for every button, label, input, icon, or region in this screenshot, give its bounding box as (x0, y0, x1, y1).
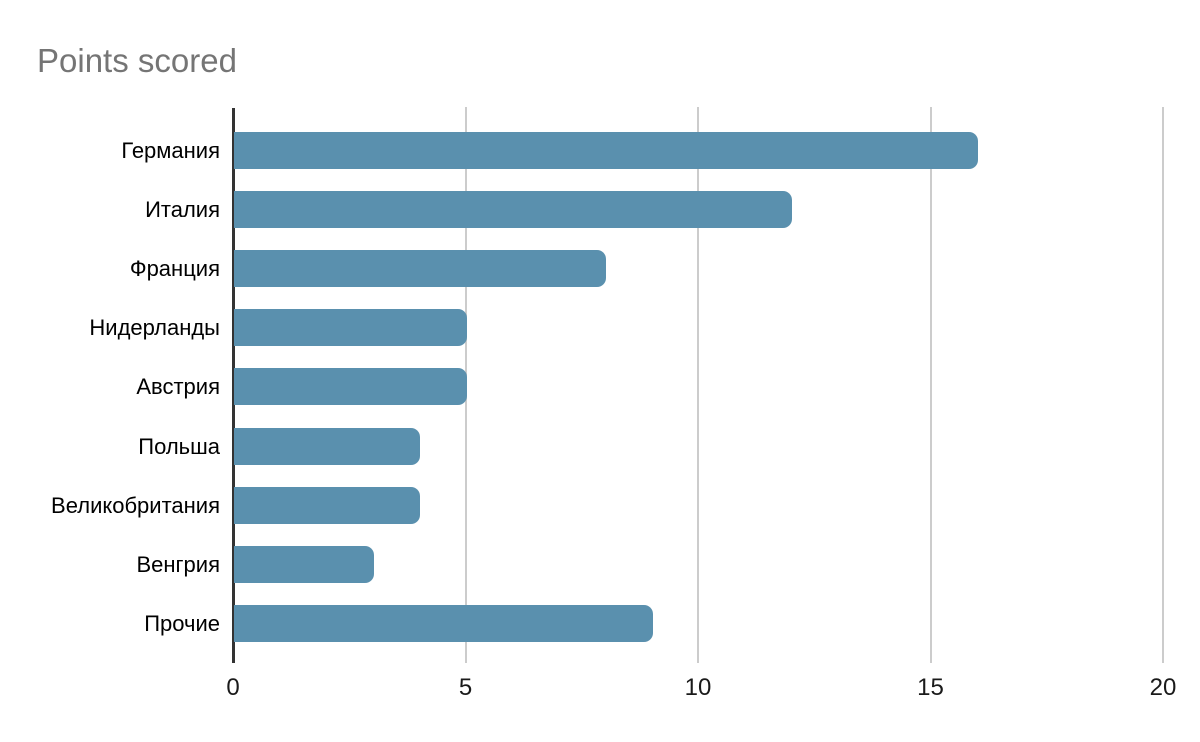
category-label: Австрия (136, 374, 220, 400)
category-label: Венгрия (136, 551, 220, 577)
bar (234, 486, 420, 524)
bar (234, 191, 792, 229)
category-label: Германия (121, 138, 220, 163)
x-tick-label: 5 (458, 674, 473, 701)
category-label: Прочие (144, 610, 220, 636)
bar (234, 604, 653, 642)
gridline (697, 107, 699, 663)
x-tick-label: 20 (1149, 674, 1177, 701)
y-axis-line (232, 108, 235, 663)
gridline (1162, 107, 1164, 663)
bar (234, 250, 606, 288)
bar (234, 368, 467, 406)
category-label: Франция (129, 256, 220, 282)
bar (234, 132, 978, 169)
x-tick-label: 10 (684, 674, 712, 701)
bar (234, 427, 420, 465)
x-tick-label: 0 (226, 674, 240, 701)
category-label: Великобритания (51, 492, 220, 518)
bar (234, 309, 467, 347)
gridline (929, 107, 932, 663)
category-label: Италия (145, 197, 220, 223)
category-label: Польша (138, 433, 220, 459)
x-tick-label: 15 (917, 674, 944, 701)
category-label: Нидерланды (89, 315, 220, 341)
bar (234, 545, 374, 583)
chart-title: Points scored (37, 42, 237, 79)
